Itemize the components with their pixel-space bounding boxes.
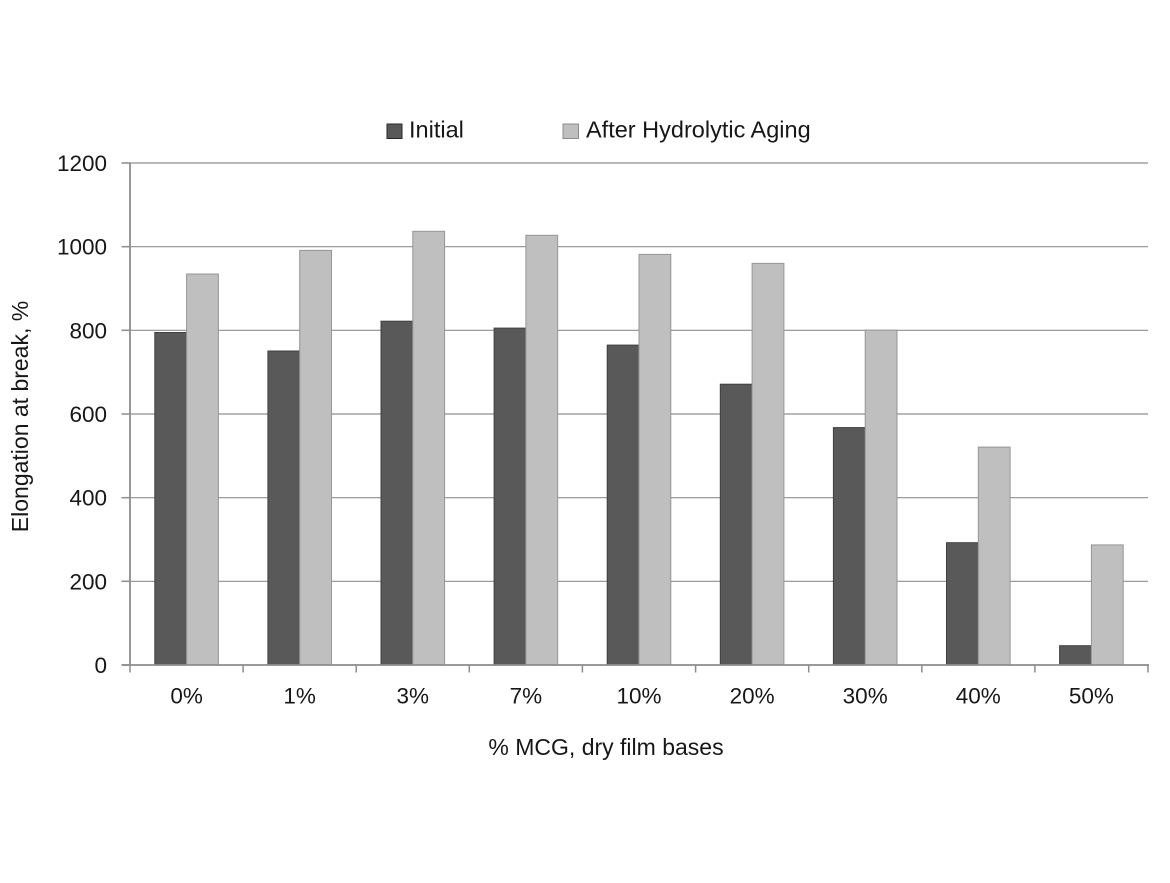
svg-text:10%: 10% [616,684,661,709]
svg-text:400: 400 [69,486,107,511]
svg-text:1%: 1% [283,684,316,709]
svg-text:3%: 3% [397,684,430,709]
svg-text:40%: 40% [956,684,1001,709]
svg-text:0%: 0% [170,684,203,709]
svg-text:1000: 1000 [57,235,107,260]
svg-text:% MCG, dry film bases: % MCG, dry film bases [488,734,723,760]
svg-text:600: 600 [69,402,107,427]
svg-text:200: 200 [69,569,107,594]
svg-text:30%: 30% [843,684,888,709]
svg-text:After Hydrolytic Aging: After Hydrolytic Aging [586,117,811,143]
svg-text:20%: 20% [730,684,775,709]
svg-text:Initial: Initial [409,117,464,143]
svg-text:50%: 50% [1069,684,1114,709]
svg-text:7%: 7% [510,684,543,709]
svg-text:1200: 1200 [57,151,107,176]
svg-text:800: 800 [69,318,107,343]
svg-text:Elongation at break, %: Elongation at break, % [7,301,33,532]
svg-text:0: 0 [94,653,107,678]
